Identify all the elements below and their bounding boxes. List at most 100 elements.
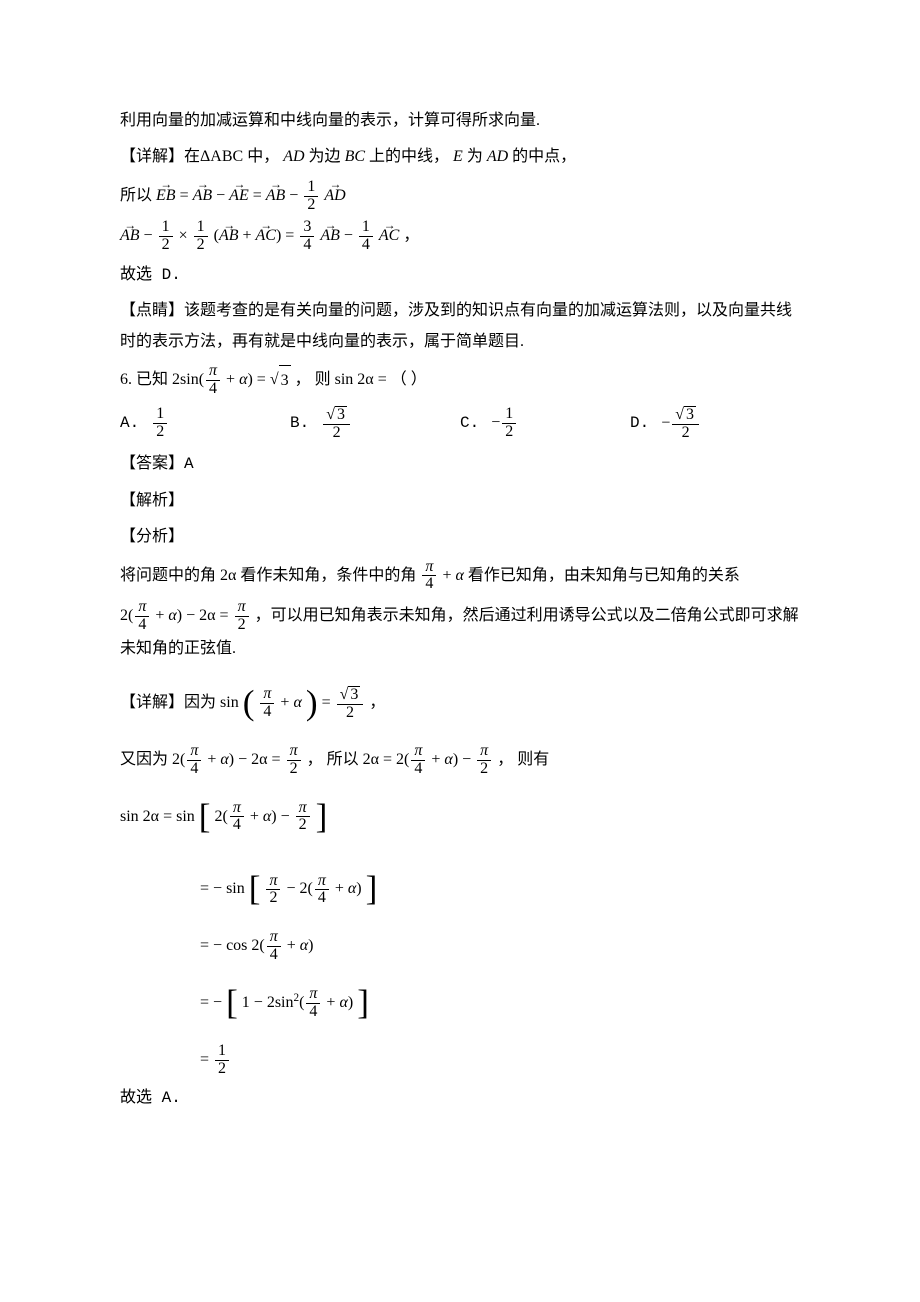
two: 2 [300, 881, 308, 898]
two: 2 [120, 607, 128, 624]
times: × [179, 227, 188, 244]
q6-prefix: 6. 已知 [120, 371, 168, 388]
alpha: α [444, 751, 452, 768]
frac-pi-2: π2 [266, 873, 280, 908]
detail-therefore: 又因为 2(π4 + α) − 2α = π2 ， 所以 2α = 2(π4 +… [120, 743, 800, 778]
minus: − [254, 994, 263, 1011]
frac-pi-4: π4 [187, 743, 201, 778]
equals: = [383, 751, 392, 768]
lparen: ( [199, 371, 204, 388]
minus: − [216, 187, 225, 204]
plus: + [326, 994, 335, 1011]
two: 2 [172, 371, 180, 388]
option-b-label: B. [290, 414, 309, 432]
alpha: α [339, 994, 347, 1011]
one: 1 [242, 994, 250, 1011]
text: 将问题中的角 [120, 566, 216, 583]
derivation-line-3: = − cos 2(π4 + α) [120, 929, 800, 964]
comma: ， [369, 694, 385, 711]
rparen: ) [276, 227, 281, 244]
vec-ab: AB [193, 181, 213, 211]
frac-pi-4: π4 [135, 599, 149, 634]
frac-pi-4: π4 [411, 743, 425, 778]
two: 2 [267, 994, 275, 1011]
option-a-label: A. [120, 414, 139, 432]
derivation-line-4: = − [ 1 − 2sin2(π4 + α) ] [120, 970, 800, 1037]
rparen: ) [348, 994, 353, 1011]
lparen: ( [299, 994, 304, 1011]
big-lbracket: [ [226, 983, 238, 1022]
text: 为 [467, 148, 483, 165]
frac-sqrt3-2: √32 [323, 406, 350, 442]
big-lbracket: [ [199, 797, 211, 836]
text: 看作已知角，由未知角与已知角的关系 [468, 566, 740, 583]
vec-ab: AB [266, 181, 286, 211]
sin: sin [180, 371, 199, 388]
frac-3-4: 34 [300, 219, 314, 254]
rparen: ) [308, 937, 313, 954]
frac-half: 12 [159, 219, 173, 254]
plus: + [335, 881, 344, 898]
vec-ac: AC [379, 221, 399, 251]
rparen: ) [177, 607, 182, 624]
alpha: α [220, 751, 228, 768]
minus: − [213, 994, 222, 1011]
two-alpha: 2α [199, 607, 215, 624]
equals: = [163, 808, 172, 825]
equation-eb: 所以 EB = AB − AE = AB − 12 AD [120, 179, 800, 214]
frac-pi-2: π2 [477, 743, 491, 778]
vec-ab: AB [320, 221, 340, 251]
frac-pi-4: π4 [230, 800, 244, 835]
alpha: α [263, 808, 271, 825]
sin: sin [176, 808, 195, 825]
lparen: ( [404, 751, 409, 768]
plus: + [280, 694, 289, 711]
big-rbracket: ] [366, 869, 378, 908]
sqrt-3: 3 [279, 365, 291, 396]
jiexi-label: 【解析】 [120, 486, 800, 516]
equals: = [257, 371, 266, 388]
minus: − [213, 881, 222, 898]
answer-a-label: 【答案】A [120, 449, 800, 479]
lparen: ( [128, 607, 133, 624]
text: 看作未知角，条件中的角 [240, 566, 416, 583]
vec-ab: AB [219, 221, 239, 251]
frac-pi-2: π2 [235, 599, 249, 634]
lparen: ( [259, 937, 264, 954]
frac-pi-4: π4 [206, 363, 220, 398]
detail-given: 【详解】因为 sin ( π4 + α ) = √32 ， [120, 670, 800, 737]
q6-mid: ， 则 [295, 371, 331, 388]
text: 的中点， [512, 148, 576, 165]
derivation-line-2: = − sin [ π2 − 2(π4 + α) ] [120, 856, 800, 923]
minus: − [462, 751, 471, 768]
sin: sin [226, 881, 245, 898]
comma: ， [403, 227, 419, 244]
frac-half: 12 [304, 179, 318, 214]
equals: = [200, 881, 209, 898]
text: 【详解】在 [120, 148, 200, 165]
two: 2 [172, 751, 180, 768]
two-alpha: 2α [220, 566, 236, 583]
frac-sqrt3-2: √32 [337, 686, 364, 722]
equals: = [253, 187, 262, 204]
text: 中， [247, 148, 279, 165]
alpha: α [168, 607, 176, 624]
equals: = [285, 227, 294, 244]
vec-ab: AB [120, 221, 140, 251]
seg-ad: AD [283, 148, 304, 165]
text: 【详解】因为 [120, 694, 216, 711]
answer-a: 故选 A. [120, 1083, 800, 1113]
minus: − [186, 607, 195, 624]
question-6: 6. 已知 2sin(π4 + α) = √3 ， 则 sin 2α = （ ） [120, 363, 800, 398]
text: 为边 [309, 148, 341, 165]
plus: + [226, 371, 235, 388]
plus: + [431, 751, 440, 768]
big-lparen: ( [243, 683, 255, 722]
plus: + [242, 227, 251, 244]
sqrt-symbol: √ [270, 371, 279, 388]
paragraph-detail-1: 【详解】在ΔABC 中， AD 为边 BC 上的中线， E 为 AD 的中点， [120, 142, 800, 172]
equals: = [220, 607, 229, 624]
text: ， 则有 [497, 751, 549, 768]
plus: + [250, 808, 259, 825]
seg-bc: BC [345, 148, 365, 165]
